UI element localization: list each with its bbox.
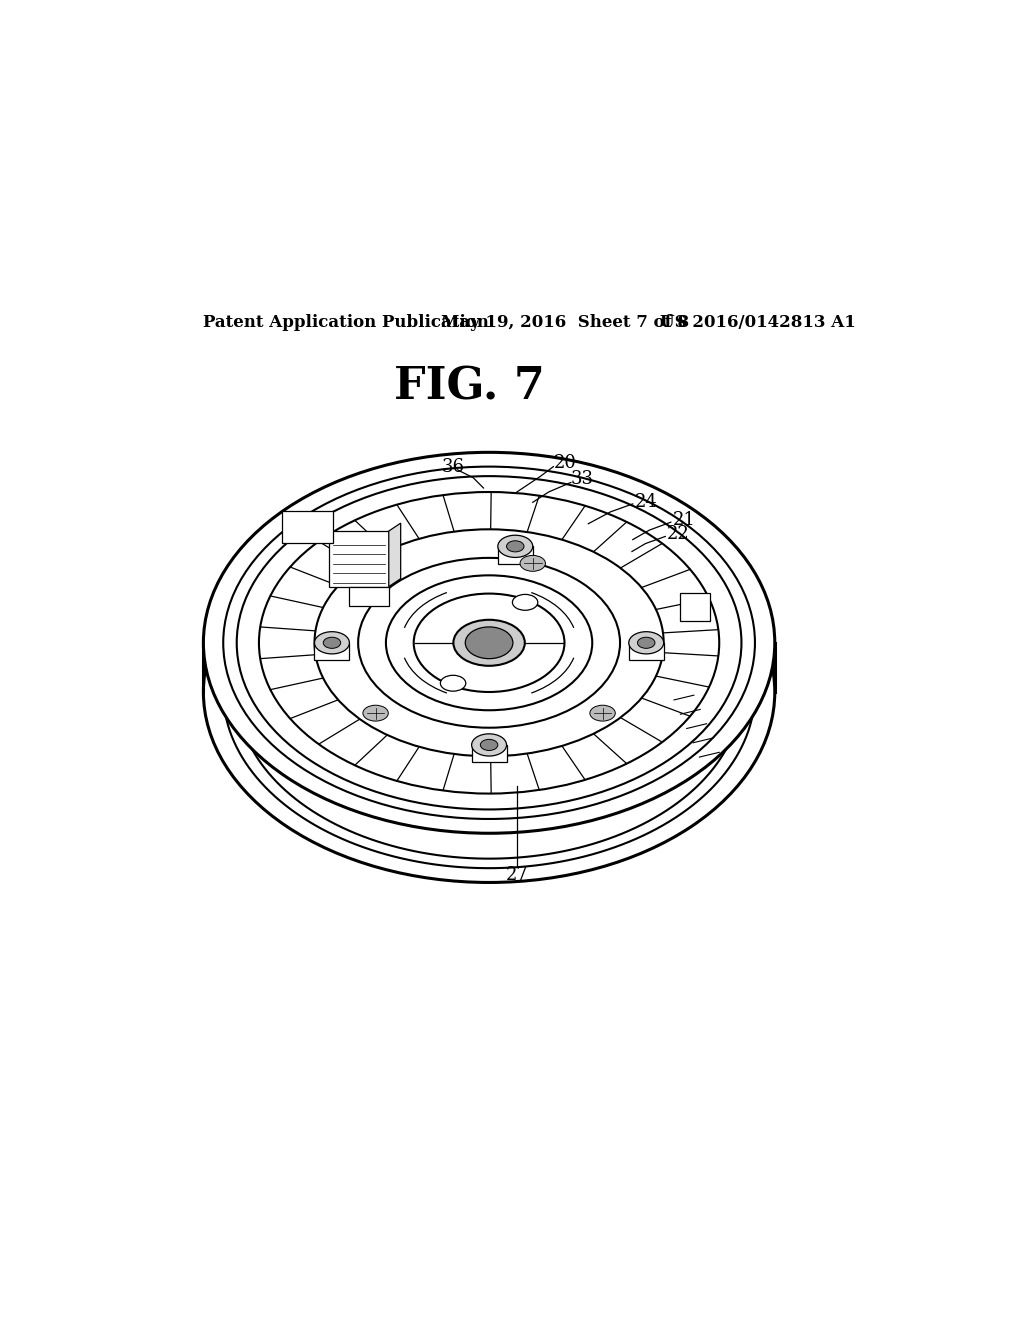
Polygon shape: [282, 511, 333, 543]
Ellipse shape: [465, 627, 513, 659]
Ellipse shape: [204, 453, 775, 833]
Polygon shape: [314, 643, 349, 660]
Text: 27: 27: [506, 866, 528, 884]
Ellipse shape: [498, 535, 532, 557]
Polygon shape: [349, 586, 389, 606]
Ellipse shape: [223, 466, 755, 818]
Ellipse shape: [590, 705, 615, 721]
Ellipse shape: [629, 632, 664, 653]
Polygon shape: [680, 593, 711, 620]
Ellipse shape: [520, 556, 546, 572]
Polygon shape: [498, 546, 532, 564]
Ellipse shape: [638, 638, 655, 648]
Ellipse shape: [237, 477, 741, 809]
Text: Patent Application Publication: Patent Application Publication: [204, 314, 489, 331]
Text: 21: 21: [673, 511, 695, 529]
Text: 20: 20: [553, 454, 577, 471]
Ellipse shape: [362, 705, 388, 721]
Text: US 2016/0142813 A1: US 2016/0142813 A1: [659, 314, 855, 331]
Ellipse shape: [386, 576, 592, 710]
Polygon shape: [629, 643, 664, 660]
Text: FIG. 7: FIG. 7: [394, 366, 545, 408]
Ellipse shape: [440, 676, 466, 692]
Ellipse shape: [414, 594, 564, 692]
Text: 22: 22: [667, 525, 689, 543]
Text: 33: 33: [570, 470, 594, 487]
Text: 36: 36: [441, 458, 465, 477]
Ellipse shape: [324, 638, 341, 648]
Ellipse shape: [512, 594, 538, 610]
Ellipse shape: [454, 620, 525, 665]
Text: 24: 24: [634, 492, 657, 511]
Text: May 19, 2016  Sheet 7 of 8: May 19, 2016 Sheet 7 of 8: [441, 314, 689, 331]
Ellipse shape: [314, 529, 664, 756]
Ellipse shape: [507, 541, 524, 552]
Polygon shape: [330, 531, 389, 586]
Polygon shape: [472, 744, 507, 763]
Ellipse shape: [259, 492, 719, 793]
Ellipse shape: [480, 739, 498, 751]
Ellipse shape: [472, 734, 507, 756]
Ellipse shape: [204, 502, 775, 883]
Polygon shape: [389, 523, 400, 586]
Ellipse shape: [314, 632, 349, 653]
Ellipse shape: [358, 558, 621, 727]
